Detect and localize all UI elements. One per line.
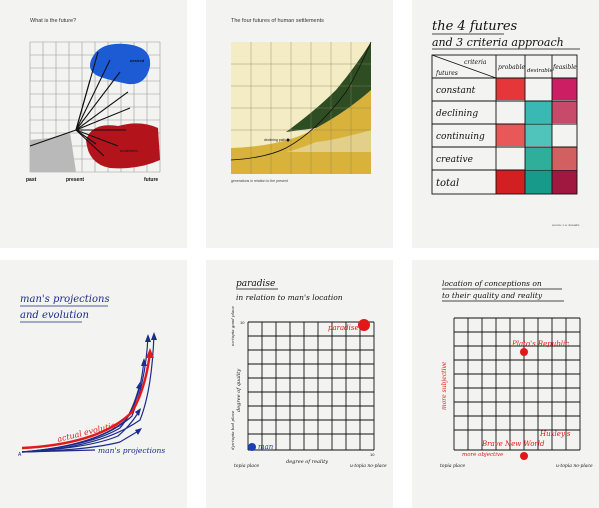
cell-declining-desirable [525,101,552,123]
brave-new-world-dot [520,452,528,460]
dys-topia-label: dys-topia bad place [230,410,235,450]
paradise-dot [358,319,370,331]
utopia-label: u-topia no-place [556,463,593,469]
cell-constant-probable [496,78,525,100]
panel-four-futures-criteria[interactable]: the 4 futures and 3 criteria approach [412,0,599,248]
cell-creative-desirable [525,147,552,169]
paradise-graphic: paradise in relation to man's location p… [230,279,387,469]
title-line-2: and 3 criteria approach [432,36,564,49]
man-dot [248,443,256,451]
actual-evolution-curve [21,351,152,450]
creative-region [286,42,371,132]
panel-paradise[interactable]: paradise in relation to man's location p… [206,260,393,508]
man-label: man [258,443,274,451]
x-axis-label: degree of reality [286,459,328,465]
huxleys-label: Huxley's [539,430,571,438]
desired-blob [90,43,151,85]
title-line-2: and evolution [20,310,89,321]
title-line-1: man's projections [20,294,110,305]
platos-republic-dot [520,348,528,356]
projections-graphic: man's projections and evolution actual e… [18,294,165,458]
cell-declining-feasible [552,101,577,123]
conceptions-graphic: location of conceptions on to their qual… [440,279,593,469]
brave-new-world-label: Brave New World [481,440,545,448]
platos-republic-label: Plato's Republic [511,340,569,348]
past-label: past [26,177,37,183]
criteria-table-graphic: the 4 futures and 3 criteria approach [431,19,580,227]
future-grid-graphic: What is the future? desired undesired pa… [26,18,161,183]
undesired-blob [86,123,160,169]
panel-title: The four futures of human settlements [231,18,324,24]
column-probable: probable [498,64,525,71]
y-max-label: 10 [240,320,245,325]
title-line-2: in relation to man's location [236,293,343,302]
paradise-label: paradise [328,324,359,332]
header-criteria: criteria [464,59,487,66]
cell-total-probable [496,170,525,194]
title-line-1: the 4 futures [432,19,518,34]
undesired-label: undesired [120,148,138,153]
row-declining: declining [436,109,478,119]
panel-mans-projections[interactable]: man's projections and evolution actual e… [0,260,187,508]
cell-total-desirable [525,170,552,194]
title-line-1: paradise [236,279,275,289]
column-desirable: desirable [527,68,554,74]
panel-title: What is the future? [30,18,76,24]
row-total: total [436,178,459,189]
four-futures-graphic: The four futures of human settlements de… [230,18,372,183]
header-futures: futures [435,70,458,77]
cell-creative-feasible [552,147,577,169]
row-constant: constant [436,86,476,96]
y-axis-label: degree of quality [236,369,242,412]
constant-region [231,90,371,174]
desired-label: desired [130,58,145,63]
topia-label: topia place [440,463,465,469]
declining-path-label: declining path [264,138,286,142]
panel-location-of-conceptions[interactable]: location of conceptions on to their qual… [412,260,599,508]
more-objective-label: more objective [462,452,504,458]
column-feasible: feasible [552,64,577,71]
x-axis-label: generations in relation to the present [231,179,288,183]
panel-what-is-the-future[interactable]: What is the future? desired undesired pa… [0,0,187,248]
x-max-label: 10 [370,452,375,457]
topia-label: topia place [234,463,259,469]
future-label: future [144,177,158,183]
cell-continuing-desirable [525,124,552,146]
cell-constant-feasible [552,78,577,100]
title-line-1: location of conceptions on [442,279,542,288]
present-label: present [66,177,84,183]
title-line-2: to their quality and reality [442,291,543,300]
more-subjective-label: more subjective [441,361,448,410]
panel-four-futures[interactable]: The four futures of human settlements de… [206,0,393,248]
utopia-label: u-topia no-place [350,463,387,469]
mans-projections-label: man's projections [98,446,165,455]
eu-topia-label: eu-topia good place [230,306,235,346]
cell-continuing-probable [496,124,525,146]
origin-label: A [18,452,22,458]
row-continuing: continuing [436,132,485,142]
row-creative: creative [436,155,473,165]
cell-total-feasible [552,170,577,194]
source-caption: source: c.a. doxiadis [552,223,580,227]
